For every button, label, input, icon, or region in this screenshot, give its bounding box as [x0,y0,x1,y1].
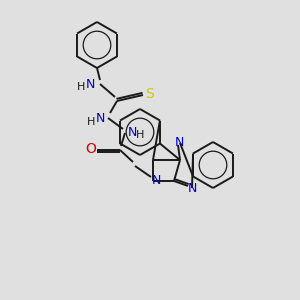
Text: H: H [87,117,95,127]
Text: N: N [187,182,197,194]
Text: O: O [85,142,96,156]
Text: H: H [136,130,144,140]
Text: N: N [127,127,137,140]
Text: N: N [85,77,95,91]
Text: H: H [77,82,85,92]
Text: S: S [146,87,154,101]
Text: N: N [174,136,184,149]
Text: N: N [151,173,161,187]
Text: N: N [95,112,105,124]
